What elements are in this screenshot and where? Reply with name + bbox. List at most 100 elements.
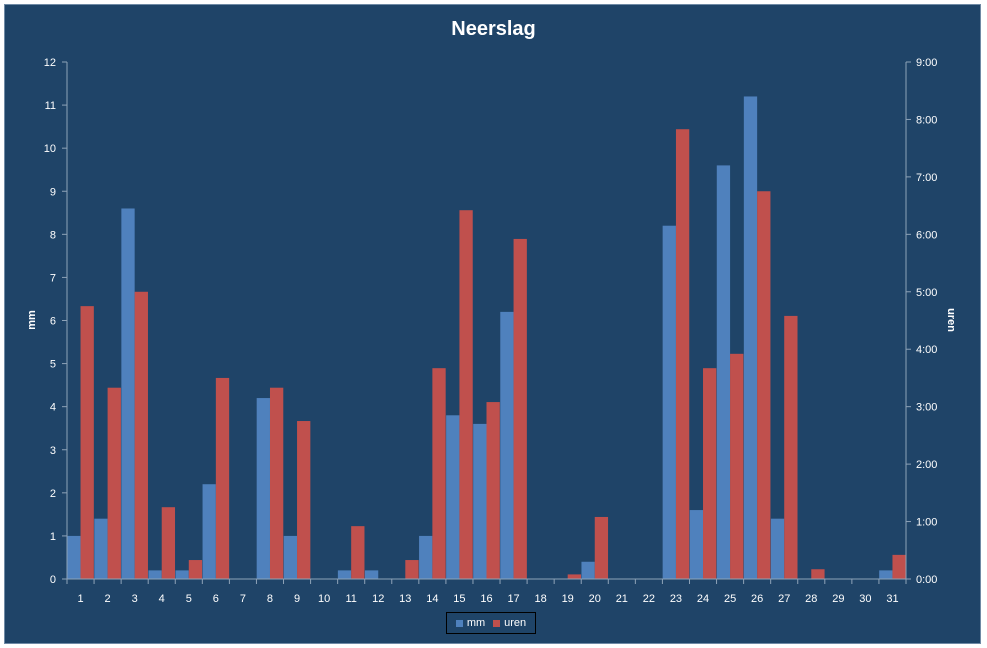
y2-tick-label-0: 0:00 xyxy=(916,574,937,586)
x-tick-label-7: 7 xyxy=(240,593,246,605)
bar-uren-15 xyxy=(459,210,473,579)
bar-mm-27 xyxy=(770,518,785,579)
y-tick-label-4: 4 xyxy=(50,402,56,414)
bar-mm-25 xyxy=(716,165,731,579)
y2-axis-title: uren xyxy=(945,308,957,332)
x-tick-label-16: 16 xyxy=(480,593,492,605)
bars-group xyxy=(67,96,906,579)
bar-uren-20 xyxy=(594,516,609,579)
bar-uren-14 xyxy=(432,368,446,579)
bar-mm-24 xyxy=(689,510,704,579)
y2-tick-label-1: 1:00 xyxy=(916,517,937,529)
y-axis-title: mm xyxy=(26,310,38,330)
y-tick-label-8: 8 xyxy=(50,229,56,241)
x-tick-label-23: 23 xyxy=(670,593,682,605)
x-tick-label-31: 31 xyxy=(886,593,898,605)
x-tick-label-13: 13 xyxy=(399,593,411,605)
y-tick-label-7: 7 xyxy=(50,272,56,284)
y-tick-label-11: 11 xyxy=(45,100,56,112)
bar-uren-8 xyxy=(269,387,284,579)
bar-mm-14 xyxy=(419,535,433,579)
bar-uren-6 xyxy=(215,377,230,579)
bar-uren-5 xyxy=(188,560,203,579)
legend-swatch-mm xyxy=(455,619,463,627)
bar-uren-4 xyxy=(161,507,176,579)
bar-uren-26 xyxy=(757,191,771,579)
bar-mm-8 xyxy=(256,398,270,579)
legend: mm uren xyxy=(446,612,536,634)
y-tick-label-6: 6 xyxy=(50,316,56,328)
x-tick-label-24: 24 xyxy=(697,593,709,605)
bar-uren-3 xyxy=(134,291,148,579)
y2-tick-label-9: 9:00 xyxy=(916,57,937,69)
bar-uren-2 xyxy=(107,387,121,579)
bar-uren-24 xyxy=(703,368,717,579)
x-tick-label-9: 9 xyxy=(294,593,300,605)
bar-uren-19 xyxy=(567,574,581,579)
y-tick-label-12: 12 xyxy=(44,57,56,69)
bar-uren-1 xyxy=(80,306,94,579)
bar-mm-31 xyxy=(879,570,893,579)
y-tick-label-9: 9 xyxy=(50,186,56,198)
x-tick-label-25: 25 xyxy=(724,593,736,605)
legend-label-uren: uren xyxy=(504,617,527,629)
x-tick-label-3: 3 xyxy=(132,593,138,605)
x-tick-label-26: 26 xyxy=(751,593,763,605)
bar-mm-6 xyxy=(202,484,216,579)
x-tick-label-28: 28 xyxy=(805,593,817,605)
y-tick-label-5: 5 xyxy=(50,359,56,371)
x-tick-label-12: 12 xyxy=(372,593,384,605)
bar-uren-27 xyxy=(784,315,798,579)
y-tick-label-0: 0 xyxy=(50,574,56,586)
y2-tick-label-6: 6:00 xyxy=(916,229,937,241)
bar-mm-26 xyxy=(743,96,758,579)
bar-mm-16 xyxy=(473,423,487,579)
bar-uren-9 xyxy=(297,421,311,579)
y-tick-label-2: 2 xyxy=(50,488,56,500)
x-tick-label-8: 8 xyxy=(267,593,273,605)
y2-tick-label-3: 3:00 xyxy=(916,402,937,414)
y-tick-label-1: 1 xyxy=(50,531,56,543)
bar-mm-23 xyxy=(662,225,676,579)
y2-tick-label-7: 7:00 xyxy=(916,172,937,184)
legend-item-mm: mm xyxy=(455,617,486,629)
bar-mm-9 xyxy=(283,535,298,579)
bar-uren-31 xyxy=(892,554,906,579)
bar-mm-3 xyxy=(121,208,135,579)
bar-mm-2 xyxy=(94,518,108,579)
bar-uren-17 xyxy=(513,238,527,579)
bar-mm-17 xyxy=(500,311,514,579)
chart-title: Neerslag xyxy=(451,18,536,40)
y-tick-label-10: 10 xyxy=(44,143,56,155)
bar-uren-25 xyxy=(730,353,744,579)
bar-mm-12 xyxy=(364,570,379,579)
x-tick-label-17: 17 xyxy=(507,593,519,605)
x-tick-label-27: 27 xyxy=(778,593,790,605)
bar-mm-5 xyxy=(175,570,189,579)
y2-tick-label-8: 8:00 xyxy=(916,114,937,126)
x-tick-label-11: 11 xyxy=(345,593,356,605)
x-tick-label-19: 19 xyxy=(562,593,574,605)
y2-tick-label-2: 2:00 xyxy=(916,459,937,471)
legend-item-uren: uren xyxy=(493,617,526,629)
x-tick-label-6: 6 xyxy=(213,593,219,605)
y-tick-label-3: 3 xyxy=(50,445,56,457)
x-tick-label-29: 29 xyxy=(832,593,844,605)
x-tick-label-18: 18 xyxy=(535,593,547,605)
bar-mm-1 xyxy=(67,535,81,579)
x-tick-label-14: 14 xyxy=(426,593,438,605)
x-tick-label-15: 15 xyxy=(453,593,465,605)
x-tick-label-22: 22 xyxy=(643,593,655,605)
legend-swatch-uren xyxy=(493,619,501,627)
bar-uren-28 xyxy=(811,569,825,579)
legend-label-mm: mm xyxy=(466,617,486,629)
y2-tick-label-4: 4:00 xyxy=(916,344,937,356)
bar-uren-16 xyxy=(486,402,500,579)
bar-mm-20 xyxy=(581,561,595,579)
x-tick-label-21: 21 xyxy=(616,593,628,605)
x-tick-label-30: 30 xyxy=(859,593,871,605)
bar-uren-23 xyxy=(675,129,690,579)
x-tick-label-10: 10 xyxy=(318,593,330,605)
axes-group: 01234567891011120:001:002:003:004:005:00… xyxy=(44,57,938,605)
